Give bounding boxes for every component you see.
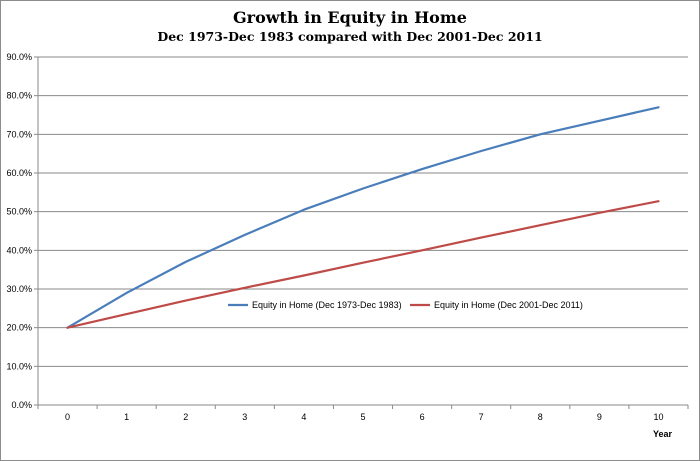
y-tick-label: 70.0% bbox=[6, 129, 32, 139]
x-tick-label: 0 bbox=[65, 412, 70, 422]
y-tick-label: 80.0% bbox=[6, 91, 32, 101]
series-line-1 bbox=[66, 106, 660, 329]
y-tick-label: 50.0% bbox=[6, 207, 32, 217]
y-tick-label: 60.0% bbox=[6, 168, 32, 178]
x-axis-title: Year bbox=[653, 429, 673, 439]
x-tick-label: 5 bbox=[360, 412, 365, 422]
x-tick-label: 6 bbox=[420, 412, 425, 422]
x-tick-label: 9 bbox=[597, 412, 602, 422]
x-tick-label: 2 bbox=[183, 412, 188, 422]
x-tick-label: 3 bbox=[242, 412, 247, 422]
y-tick-label: 30.0% bbox=[6, 284, 32, 294]
series-line-2 bbox=[66, 200, 660, 329]
x-tick-label: 4 bbox=[301, 412, 306, 422]
x-tick-label: 7 bbox=[479, 412, 484, 422]
y-tick-label: 90.0% bbox=[6, 52, 32, 62]
chart-subtitle: Dec 1973-Dec 1983 compared with Dec 2001… bbox=[157, 29, 543, 44]
y-tick-label: 10.0% bbox=[6, 361, 32, 371]
legend-label-2: Equity in Home (Dec 2001-Dec 2011) bbox=[434, 300, 583, 310]
legend-label-1: Equity in Home (Dec 1973-Dec 1983) bbox=[252, 300, 402, 310]
x-tick-label: 10 bbox=[653, 412, 663, 422]
chart-title: Growth in Equity in Home bbox=[233, 8, 467, 27]
y-tick-label: 0.0% bbox=[11, 400, 32, 410]
x-tick-label: 8 bbox=[538, 412, 543, 422]
x-tick-label: 1 bbox=[124, 412, 129, 422]
y-tick-label: 20.0% bbox=[6, 323, 32, 333]
y-tick-label: 40.0% bbox=[6, 245, 32, 255]
